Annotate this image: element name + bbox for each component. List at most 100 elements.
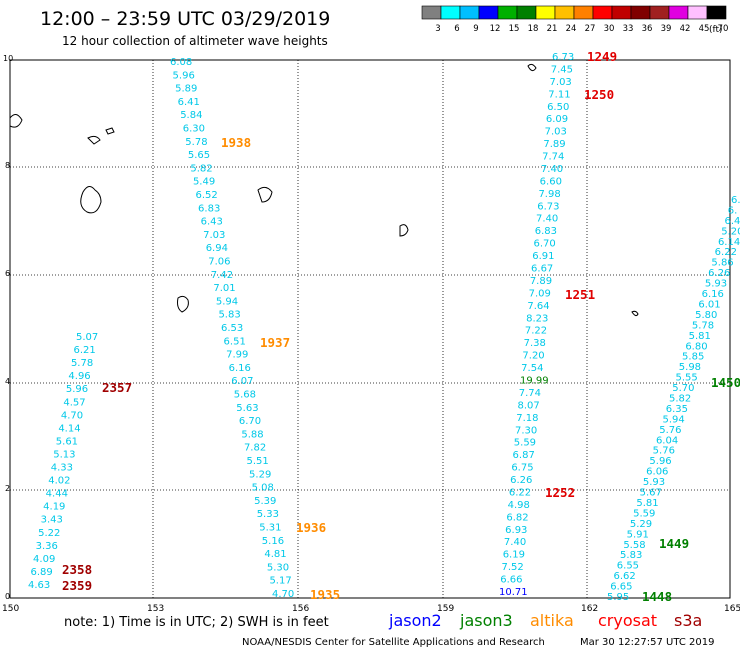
wave-height-label: 6.16: [229, 363, 251, 374]
legend-label: 45: [699, 24, 710, 34]
wave-height-label: 5.68: [234, 390, 256, 401]
legend-label: 33: [623, 24, 634, 34]
wave-height-label: 5.82: [190, 163, 212, 174]
wave-height-label: 7.52: [501, 562, 523, 573]
wave-height-label: 6.67: [531, 264, 553, 275]
legend-swatch: [687, 5, 708, 20]
pass-time-label: 1450: [711, 375, 740, 390]
wave-height-label: 6.51: [224, 336, 246, 347]
y-tick-label: 4: [5, 377, 10, 386]
wave-height-label: 5.78: [692, 320, 714, 331]
y-tick-label: 6: [5, 269, 10, 278]
wave-height-label: 5.85: [682, 352, 704, 363]
wave-height-label: 4.02: [48, 476, 70, 487]
wave-height-label: 5.17: [269, 576, 291, 587]
legend-swatch: [516, 5, 537, 20]
legend-swatch: [421, 5, 442, 20]
page-subtitle: 12 hour collection of altimeter wave hei…: [62, 34, 328, 48]
wave-height-label: 6.26: [510, 475, 532, 486]
wave-height-label: 5.59: [633, 508, 655, 519]
wave-height-label: 6.41: [178, 97, 200, 108]
wave-height-label: 5.76: [659, 425, 681, 436]
pass-time-label: 1250: [584, 87, 614, 102]
wave-height-label: 5.13: [53, 449, 75, 460]
wave-height-label: 6.14: [718, 237, 740, 248]
mission-label: altika: [530, 611, 574, 630]
legend-swatch: [573, 5, 594, 20]
wave-height-label: 5.98: [679, 362, 701, 373]
axis-labels: 150 153 156 159 162 165 0 2 4 6 8 10: [2, 54, 740, 614]
wave-height-label: 6.35: [666, 404, 688, 415]
wave-height-label: 6.73: [537, 201, 559, 212]
wave-height-label: 6.70: [239, 416, 261, 427]
x-tick-label: 156: [292, 604, 309, 614]
legend-swatch: [649, 5, 670, 20]
wave-height-label: 4.98: [508, 500, 530, 511]
x-tick-label: 165: [724, 604, 740, 614]
wave-height-label: 5.78: [71, 358, 93, 369]
wave-height-label: 6.43: [201, 217, 223, 228]
legend-swatch: [611, 5, 632, 20]
mission-legend: jason2 jason3 altika cryosat s3a: [388, 611, 702, 630]
legend-label: 3: [435, 24, 440, 34]
wave-height-label: 4.33: [51, 463, 73, 474]
legend-swatch: [459, 5, 480, 20]
wave-height-label: 6.55: [617, 561, 639, 572]
wave-height-label: 5.88: [241, 429, 263, 440]
wave-height-label: 6.30: [183, 124, 205, 135]
wave-height-label: 4.63: [28, 580, 50, 591]
pass-time-label: 1937: [260, 335, 290, 350]
pass-time-label: 1449: [659, 536, 689, 551]
wave-height-label: 5.59: [514, 438, 536, 449]
wave-height-label: 5.65: [188, 150, 210, 161]
map-grid: [9, 59, 731, 599]
y-tick-label: 10: [3, 54, 13, 63]
wave-height-label: 7.98: [538, 189, 560, 200]
wave-height-label: 5.84: [180, 110, 202, 121]
wave-height-label: 6.75: [511, 463, 533, 474]
legend-swatch: [497, 5, 518, 20]
wave-height-label: 6.62: [614, 571, 636, 582]
wave-height-label: 6.21: [73, 345, 95, 356]
pass-time-label: 1252: [545, 485, 575, 500]
wave-height-label: 5.67: [640, 488, 662, 499]
wave-height-label: 5.16: [262, 536, 284, 547]
wave-height-label: 5.83: [218, 310, 240, 321]
coastlines: [9, 63, 639, 317]
wave-height-label: 6.22: [715, 247, 737, 258]
wave-height-label: 5.94: [216, 296, 238, 307]
wave-height-label: 6.: [728, 205, 738, 216]
wave-height-label: 7.42: [211, 270, 233, 281]
wave-height-label: 5.31: [259, 523, 281, 534]
island-shape: [80, 186, 102, 214]
wave-height-label: 5.81: [636, 498, 658, 509]
wave-height-label: 8.07: [517, 400, 539, 411]
wave-height-label: 3.43: [41, 515, 63, 526]
wave-height-label: 6.66: [500, 575, 522, 586]
x-tick-label: 153: [147, 604, 164, 614]
wave-height-label: 5.08: [252, 483, 274, 494]
wave-height-label: 7.22: [525, 326, 547, 337]
wave-height-label: 7.64: [527, 301, 549, 312]
legend-label: 15: [509, 24, 520, 34]
island-shape: [631, 310, 639, 317]
wave-height-label: 5.93: [643, 477, 665, 488]
wave-height-label: 7.89: [530, 276, 552, 287]
altimeter-tracks: 5.07 6.21 5.78 4.96 5.96 4.57 4.70 4.14 5.61 5.13…: [28, 52, 740, 603]
mission-label: jason3: [459, 611, 513, 630]
color-legend: 3 6 9 12 15 18 21 24 27 30 33 36 39 42 45 70: [421, 5, 728, 34]
wave-height-label: 6.82: [506, 512, 528, 523]
legend-swatch: [668, 5, 689, 20]
legend-swatch: [440, 5, 461, 20]
legend-label: 27: [585, 24, 596, 34]
x-tick-label: 159: [437, 604, 454, 614]
footer-note: note: 1) Time is in UTC; 2) SWH is in fe…: [64, 615, 329, 630]
legend-label: 6: [454, 24, 459, 34]
island-shape: [87, 135, 101, 145]
wave-height-label: 6.50: [547, 102, 569, 113]
legend-label: 9: [473, 24, 478, 34]
mission-label: s3a: [674, 611, 702, 630]
footer-timestamp: Mar 30 12:27:57 UTC 2019: [580, 637, 715, 648]
wave-height-label: 5.93: [705, 279, 727, 290]
